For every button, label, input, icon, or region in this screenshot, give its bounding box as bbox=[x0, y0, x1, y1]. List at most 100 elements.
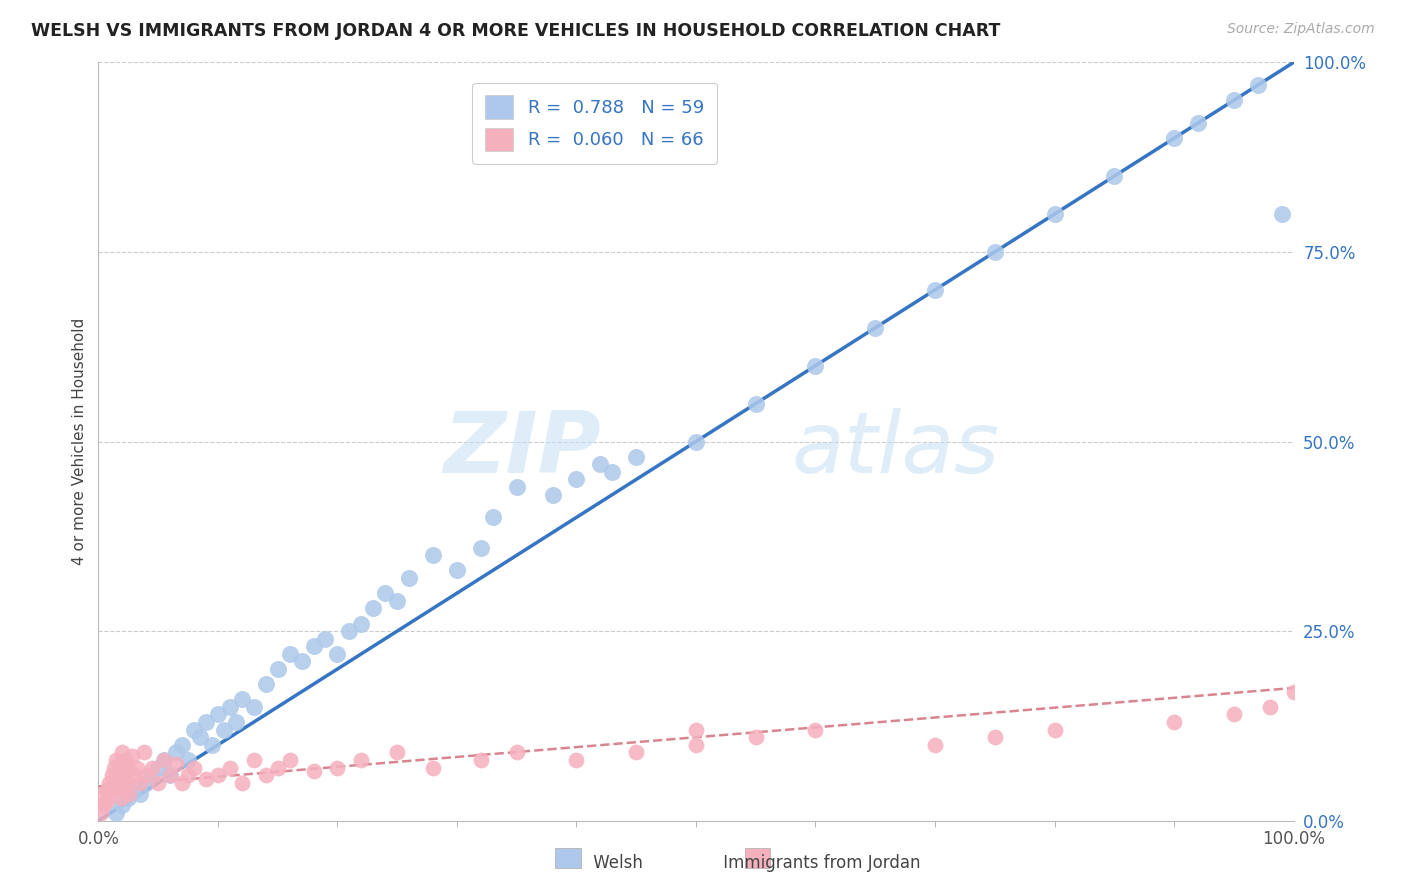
Point bbox=[446, 564, 468, 578]
Point bbox=[626, 450, 648, 464]
Point bbox=[172, 776, 194, 790]
Point bbox=[135, 768, 157, 782]
Point bbox=[243, 699, 266, 714]
Text: atlas: atlas bbox=[792, 408, 1000, 491]
Text: ZIP: ZIP bbox=[443, 408, 600, 491]
FancyBboxPatch shape bbox=[745, 848, 770, 868]
Y-axis label: 4 or more Vehicles in Household: 4 or more Vehicles in Household bbox=[72, 318, 87, 566]
Point bbox=[254, 677, 277, 691]
Point bbox=[745, 396, 768, 410]
Point bbox=[96, 783, 118, 797]
Point bbox=[129, 787, 152, 801]
Point bbox=[207, 768, 229, 782]
Point bbox=[506, 746, 529, 760]
Point bbox=[201, 738, 224, 752]
Point bbox=[1247, 78, 1270, 92]
Point bbox=[470, 753, 492, 767]
Point bbox=[924, 738, 946, 752]
Point bbox=[602, 465, 624, 479]
Point bbox=[107, 772, 129, 786]
Point bbox=[254, 768, 277, 782]
Point bbox=[243, 753, 266, 767]
Point bbox=[984, 244, 1007, 259]
Point bbox=[984, 730, 1007, 744]
Point bbox=[1223, 93, 1246, 107]
Point bbox=[107, 764, 129, 779]
Point bbox=[129, 776, 152, 790]
Point bbox=[112, 783, 135, 797]
Point bbox=[1258, 699, 1281, 714]
Point bbox=[153, 753, 176, 767]
Point bbox=[565, 753, 588, 767]
Point bbox=[117, 760, 139, 774]
Point bbox=[1043, 207, 1066, 221]
Point bbox=[97, 791, 120, 805]
Point bbox=[804, 359, 827, 373]
Point bbox=[1163, 131, 1185, 145]
Point bbox=[98, 780, 122, 794]
Point bbox=[924, 283, 946, 297]
Point bbox=[101, 776, 124, 790]
Point bbox=[626, 746, 648, 760]
Point bbox=[267, 662, 290, 676]
Point bbox=[165, 756, 187, 771]
Point bbox=[219, 699, 242, 714]
Point bbox=[104, 783, 127, 797]
Point bbox=[100, 768, 122, 782]
Point bbox=[1043, 723, 1066, 737]
Point bbox=[195, 715, 218, 730]
Point bbox=[219, 760, 242, 774]
Text: Source: ZipAtlas.com: Source: ZipAtlas.com bbox=[1227, 22, 1375, 37]
Point bbox=[93, 787, 115, 801]
Point bbox=[212, 723, 235, 737]
Point bbox=[1282, 685, 1305, 699]
Point bbox=[111, 746, 134, 760]
Point bbox=[278, 647, 301, 661]
Point bbox=[141, 760, 163, 774]
Point bbox=[183, 723, 205, 737]
Point bbox=[1223, 707, 1246, 722]
Point bbox=[326, 760, 349, 774]
Point bbox=[115, 753, 138, 767]
Point bbox=[115, 776, 138, 790]
Point bbox=[278, 753, 301, 767]
Point bbox=[225, 715, 247, 730]
Point bbox=[1271, 207, 1294, 221]
Point bbox=[91, 798, 114, 813]
Point bbox=[148, 776, 170, 790]
Point bbox=[339, 624, 361, 639]
Point bbox=[172, 738, 194, 752]
Point bbox=[865, 320, 887, 334]
Point bbox=[804, 723, 827, 737]
Point bbox=[183, 760, 205, 774]
Point bbox=[302, 764, 325, 779]
Point bbox=[1163, 715, 1185, 730]
Point bbox=[98, 776, 121, 790]
Text: WELSH VS IMMIGRANTS FROM JORDAN 4 OR MORE VEHICLES IN HOUSEHOLD CORRELATION CHAR: WELSH VS IMMIGRANTS FROM JORDAN 4 OR MOR… bbox=[31, 22, 1000, 40]
Point bbox=[105, 806, 128, 821]
Point bbox=[422, 760, 444, 774]
FancyBboxPatch shape bbox=[555, 848, 581, 868]
Point bbox=[153, 753, 176, 767]
Point bbox=[159, 768, 181, 782]
Legend: R =  0.788   N = 59, R =  0.060   N = 66: R = 0.788 N = 59, R = 0.060 N = 66 bbox=[472, 83, 717, 163]
Point bbox=[506, 480, 529, 494]
Point bbox=[326, 647, 349, 661]
Point bbox=[148, 760, 170, 774]
Point bbox=[105, 753, 128, 767]
Point bbox=[188, 730, 211, 744]
Point bbox=[385, 594, 409, 608]
Point bbox=[350, 616, 373, 631]
Point bbox=[207, 707, 229, 722]
Point bbox=[90, 806, 112, 821]
Point bbox=[685, 723, 707, 737]
Point bbox=[422, 548, 444, 563]
Point bbox=[363, 601, 385, 615]
Point bbox=[482, 510, 505, 524]
Point bbox=[177, 768, 200, 782]
Point bbox=[132, 746, 155, 760]
Point bbox=[1187, 116, 1209, 130]
Point bbox=[195, 772, 218, 786]
Point bbox=[470, 541, 492, 555]
Point bbox=[1104, 169, 1126, 184]
